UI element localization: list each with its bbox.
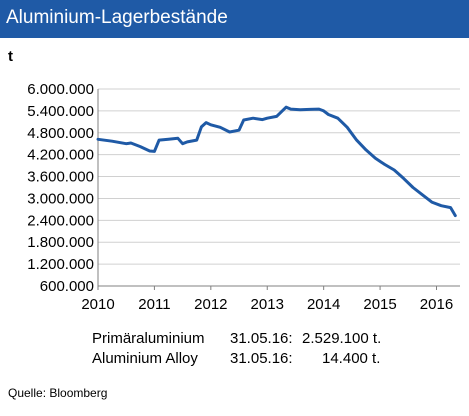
y-tick-label: 1.800.000 — [27, 234, 94, 251]
y-tick-label: 3.000.000 — [27, 190, 94, 207]
x-tick-label: 2013 — [251, 296, 284, 313]
annotation-alloy: Aluminium Alloy 31.05.16: 14.400 t. — [92, 350, 432, 368]
y-tick-label: 4.800.000 — [27, 125, 94, 142]
y-tick-label: 3.600.000 — [27, 169, 94, 186]
source-note: Quelle: Bloomberg — [8, 386, 108, 400]
x-tick-label: 2016 — [420, 296, 453, 313]
annotation-primary-date: 31.05.16: — [230, 330, 293, 347]
y-unit-label: t — [8, 48, 13, 65]
y-tick-label: 2.400.000 — [27, 212, 94, 229]
y-tick-label: 6.000.000 — [27, 81, 94, 98]
x-tick-label: 2010 — [81, 296, 114, 313]
annotation-alloy-date: 31.05.16: — [230, 350, 293, 367]
y-tick-label: 5.400.000 — [27, 103, 94, 120]
x-tick-label: 2014 — [307, 296, 340, 313]
annotation-primary-value: 2.529.100 t. — [302, 330, 382, 347]
annotation-primary: Primäraluminium 31.05.16: 2.529.100 t. — [92, 330, 432, 348]
series-line-stock — [96, 105, 457, 218]
title-bar — [0, 0, 469, 38]
annotation-primary-label: Primäraluminium — [92, 330, 205, 347]
y-tick-label: 1.200.000 — [27, 256, 94, 273]
x-tick-label: 2011 — [138, 296, 170, 313]
annotation-alloy-value: 14.400 t. — [322, 350, 381, 367]
chart-title: Aluminium-Lagerbestände — [6, 7, 228, 28]
x-tick-label: 2012 — [194, 296, 227, 313]
y-tick-label: 4.200.000 — [27, 147, 94, 164]
x-tick-label: 2015 — [363, 296, 396, 313]
annotation-alloy-label: Aluminium Alloy — [92, 350, 198, 367]
y-tick-label: 600.000 — [40, 278, 94, 295]
